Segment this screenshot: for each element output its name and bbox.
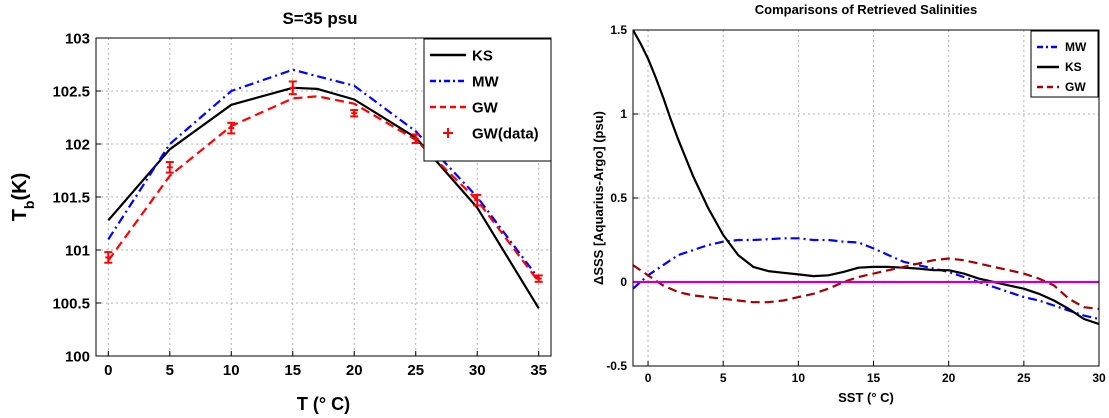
x-tick-label: 0 [104,362,112,379]
legend-entry: KS [1037,60,1082,74]
x-axis-label: SST (° C) [838,390,894,405]
legend-entry: GW [1037,80,1086,94]
y-axis-label: Tb(K) [9,173,37,222]
y-tick-label: 101 [65,242,90,259]
legend-label: GW(data) [472,125,539,142]
data-point [411,133,420,144]
legend: KS MW GW GW(data) [423,38,552,162]
x-tick-label: 5 [720,371,727,385]
data-point [534,274,543,283]
series-line-mw [107,68,540,280]
data-point [165,161,174,174]
x-tick-label: 0 [645,371,652,385]
legend-label: KS [1065,60,1082,74]
plot-frame [95,37,552,357]
series-line-mw [633,237,1099,321]
legend-label: GW [1065,80,1086,94]
x-tick-label: 30 [1092,371,1106,385]
series-line-ks [107,86,540,309]
x-axis-label: T (° C) [297,394,350,414]
x-tick-label: 20 [346,362,363,379]
legend-entry: GW(data) [443,125,539,142]
chart-1: 0 5 10 15 20 25 30 35 100 100.5 101 101.5 102 102.5 10… [9,9,552,414]
series-group [104,68,543,309]
legend-label: GW [472,99,499,116]
legend-entry: KS [430,47,493,64]
legend-label: MW [1065,40,1087,54]
y-tick-label: -0.5 [606,359,627,373]
legend-label: MW [472,73,499,90]
x-tick-label: 20 [942,371,956,385]
data-point [227,121,236,135]
x-tick-label: 10 [223,362,240,379]
y-tick-label: 100 [65,348,90,365]
y-tick-label: 102 [65,136,90,153]
x-tick-label: 15 [284,362,301,379]
series-line-gw [107,95,540,283]
y-axis-label: ΔSSS [Aquarius-Argo] (psu) [591,111,606,285]
y-tick-label: 1.5 [610,23,627,37]
x-tick-label: 30 [469,362,486,379]
legend-entry: GW [430,99,499,116]
y-tick-label: 101.5 [52,189,90,206]
legend-box [423,38,552,162]
series-line-ks [633,30,1099,326]
y-tick-label: 1 [620,107,627,121]
x-tick-label: 5 [166,362,174,379]
data-point [104,251,113,264]
x-tick-label: 15 [867,371,881,385]
plot-area [633,30,1099,366]
legend-entry: MW [430,73,499,90]
chart-title: Comparisons of Retrieved Salinities [755,2,978,17]
x-tick-label: 35 [530,362,547,379]
y-tick-label: 0 [620,275,627,289]
y-tick-label: 103 [65,30,90,47]
chart-title: S=35 psu [282,9,357,28]
data-point [350,109,359,118]
legend-label: KS [472,47,493,64]
plot-frame [632,29,1100,367]
legend-entry: MW [1037,40,1087,54]
y-tick-label: 100.5 [52,295,90,312]
series-line-gw [633,257,1099,310]
x-tick-label: 25 [407,362,424,379]
x-tick-label: 25 [1017,371,1031,385]
y-tick-label: 0.5 [610,191,627,205]
series-group [633,30,1099,326]
legend: MW KS GW [1030,30,1099,98]
data-point [473,193,482,207]
chart-2: 0 5 10 15 20 25 30 -0.5 0 0.5 1 1.5 Comparisons of R… [591,2,1106,405]
x-tick-label: 10 [792,371,806,385]
y-tick-label: 102.5 [52,83,90,100]
data-point [288,80,297,96]
